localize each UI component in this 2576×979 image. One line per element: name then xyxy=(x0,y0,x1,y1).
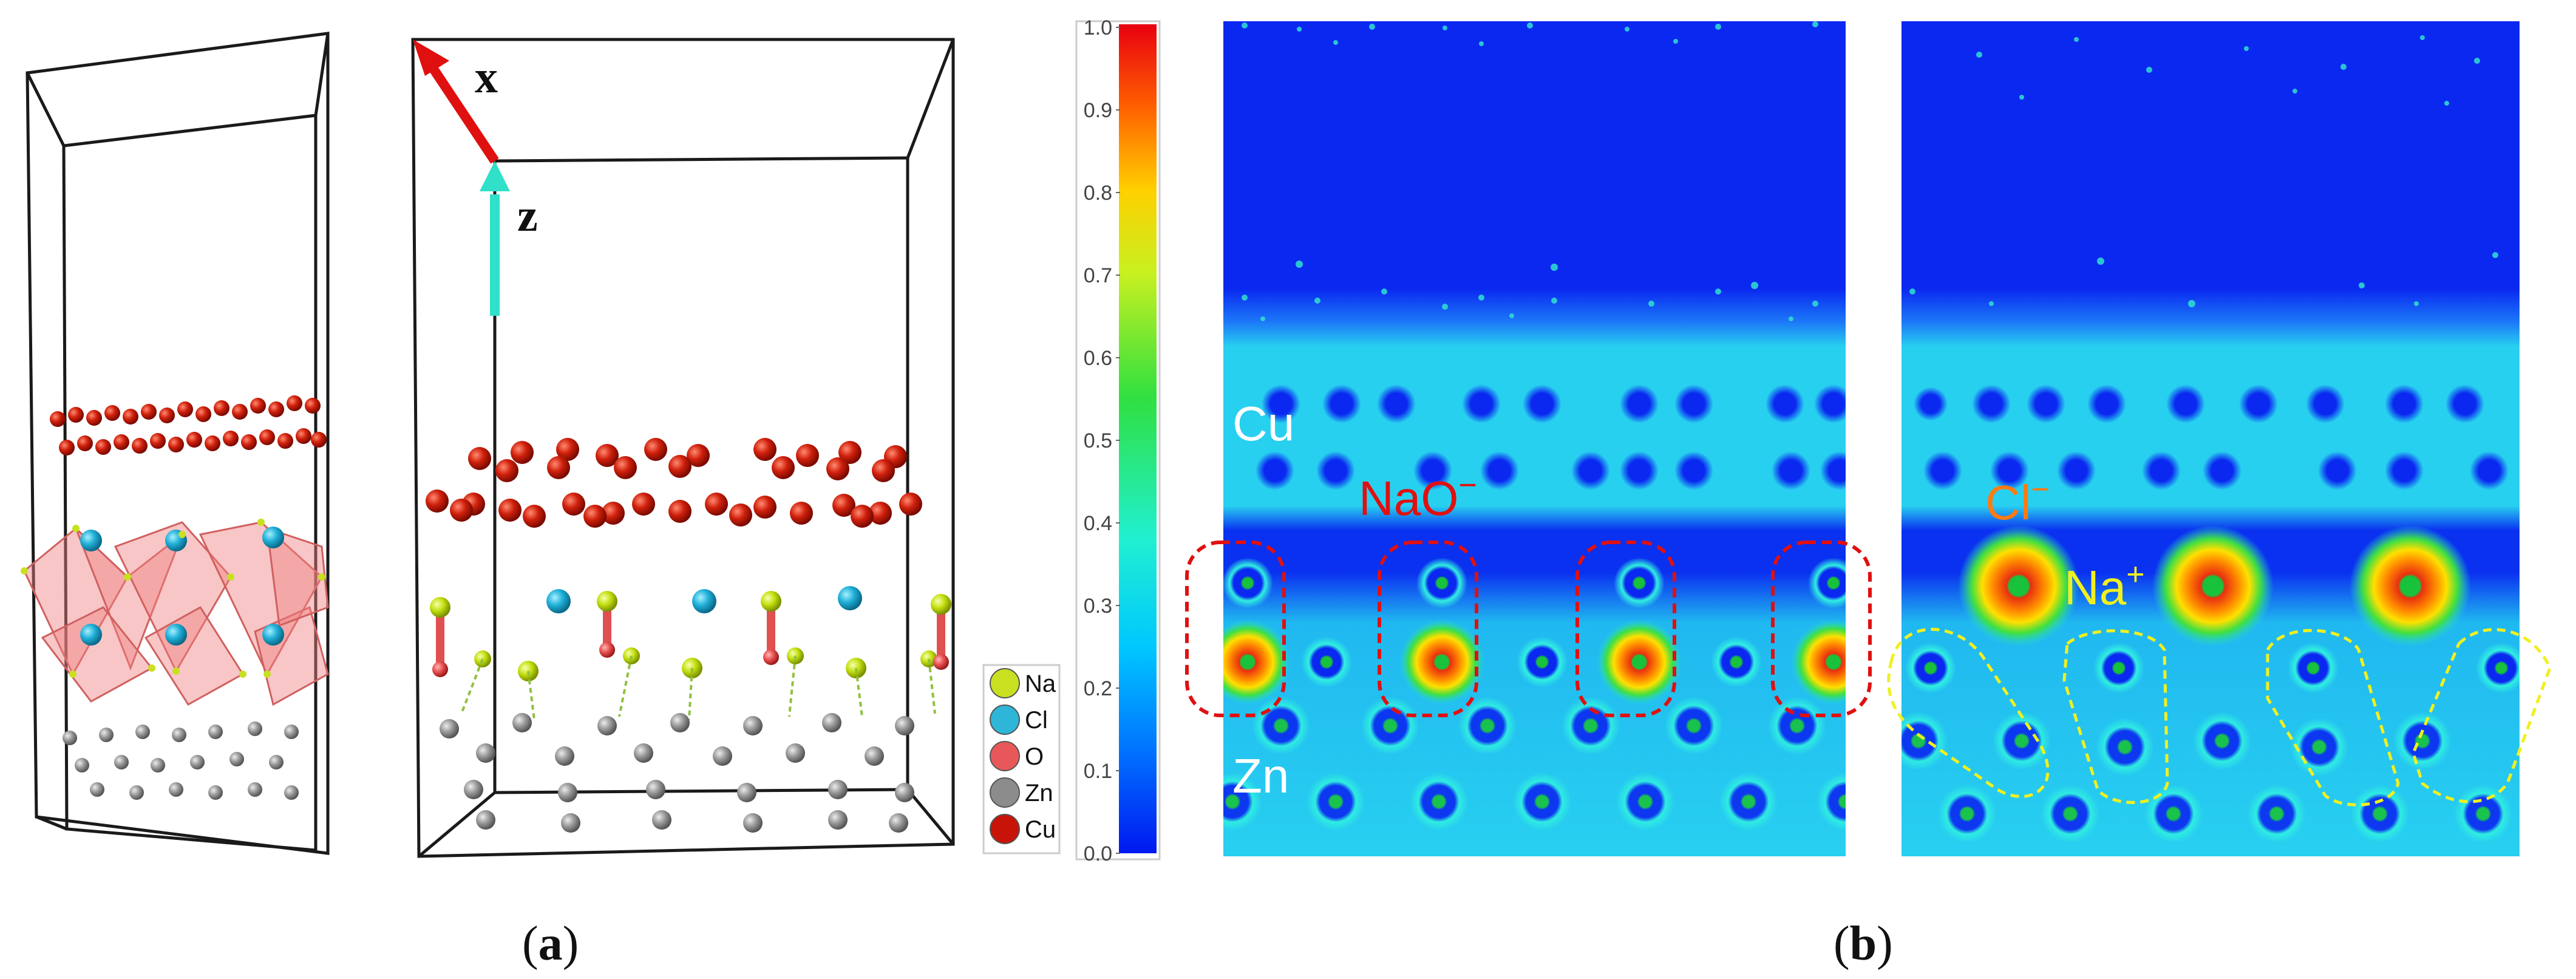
legend-label-cl: Cl xyxy=(1025,707,1048,734)
legend-label-cu: Cu xyxy=(1025,816,1056,843)
na-rings-right xyxy=(1905,643,2520,694)
colorbar-tick-label: 0.7 xyxy=(1084,264,1112,287)
unit-cell-box-right xyxy=(411,38,955,858)
density-map-right xyxy=(1901,21,2520,856)
label-na: Na+ xyxy=(2064,557,2145,615)
noise-dots-right xyxy=(1909,35,2498,307)
axis-x-label: x xyxy=(475,52,498,103)
caption-a: (a) xyxy=(522,917,579,970)
density-map-left xyxy=(1223,21,1846,856)
nao-dashed-outlines xyxy=(1185,541,1872,717)
z-arrow-head xyxy=(480,161,510,191)
legend-label-na: Na xyxy=(1025,670,1056,697)
label-cl: Cl− xyxy=(1985,472,2050,530)
cl-hotspots-right xyxy=(1958,525,2471,647)
colorbar-tick-label: 1.0 xyxy=(1084,16,1112,39)
legend-swatch-o xyxy=(990,741,1020,771)
caption-b: (b) xyxy=(1833,917,1893,970)
legend-swatch-cu xyxy=(990,814,1020,844)
colorbar-tick-label: 0.4 xyxy=(1084,512,1112,535)
cu-holes-right xyxy=(1914,384,2509,490)
noise-dots-left xyxy=(1242,21,1818,321)
colorbar-tick-label: 0.0 xyxy=(1084,842,1112,865)
x-arrow-head xyxy=(413,39,449,76)
legend-label-o: O xyxy=(1025,743,1044,770)
legend-swatch-na xyxy=(990,668,1020,698)
legend-label-zn: Zn xyxy=(1025,780,1053,807)
cu-holes-left xyxy=(1256,384,1846,490)
colorbar-tick-label: 0.1 xyxy=(1084,760,1112,783)
panel-b: 1.0 0.9 0.8 0.7 0.6 0.5 0.4 0.3 0.2 0.1 0.0 xyxy=(1075,16,2552,970)
colorbar-tick-label: 0.6 xyxy=(1084,347,1112,370)
colorbar-tick-label: 0.8 xyxy=(1084,182,1112,205)
axis-z-label: z xyxy=(517,190,538,241)
zn-rings-right xyxy=(1901,712,2512,843)
element-legend: Na Cl O Zn Cu xyxy=(982,664,1061,854)
colorbar-tick-label: 0.3 xyxy=(1084,595,1112,618)
zn-atoms-right xyxy=(440,713,914,833)
cl-atoms-left xyxy=(80,527,284,646)
colorbar-tick-label: 0.5 xyxy=(1084,429,1112,452)
zn-rings-left xyxy=(1223,697,1846,831)
cu-atoms-right xyxy=(426,438,922,528)
colorbar-tick-label: 0.9 xyxy=(1084,99,1112,122)
colorbar-tick-label: 0.2 xyxy=(1084,677,1112,700)
panel-a: x z xyxy=(21,32,1061,970)
na-dashed-outlines xyxy=(1887,627,2552,807)
nao-rings-left xyxy=(1223,558,1846,704)
legend-swatch-cl xyxy=(990,704,1020,735)
legend-swatch-zn xyxy=(990,777,1020,808)
na-atoms-left xyxy=(21,519,325,678)
nao-groups-right xyxy=(430,586,951,720)
zn-atoms-left xyxy=(63,721,299,800)
label-zn: Zn xyxy=(1232,749,1289,803)
cl-atoms-right xyxy=(546,586,862,613)
colorbar: 1.0 0.9 0.8 0.7 0.6 0.5 0.4 0.3 0.2 0.1 0.0 xyxy=(1075,16,1161,865)
unit-cell-box-left xyxy=(25,32,330,855)
label-cu: Cu xyxy=(1232,397,1294,451)
axis-arrows: x z xyxy=(413,39,538,316)
cu-atoms-left xyxy=(50,395,327,455)
label-nao: NaO− xyxy=(1359,468,1477,525)
